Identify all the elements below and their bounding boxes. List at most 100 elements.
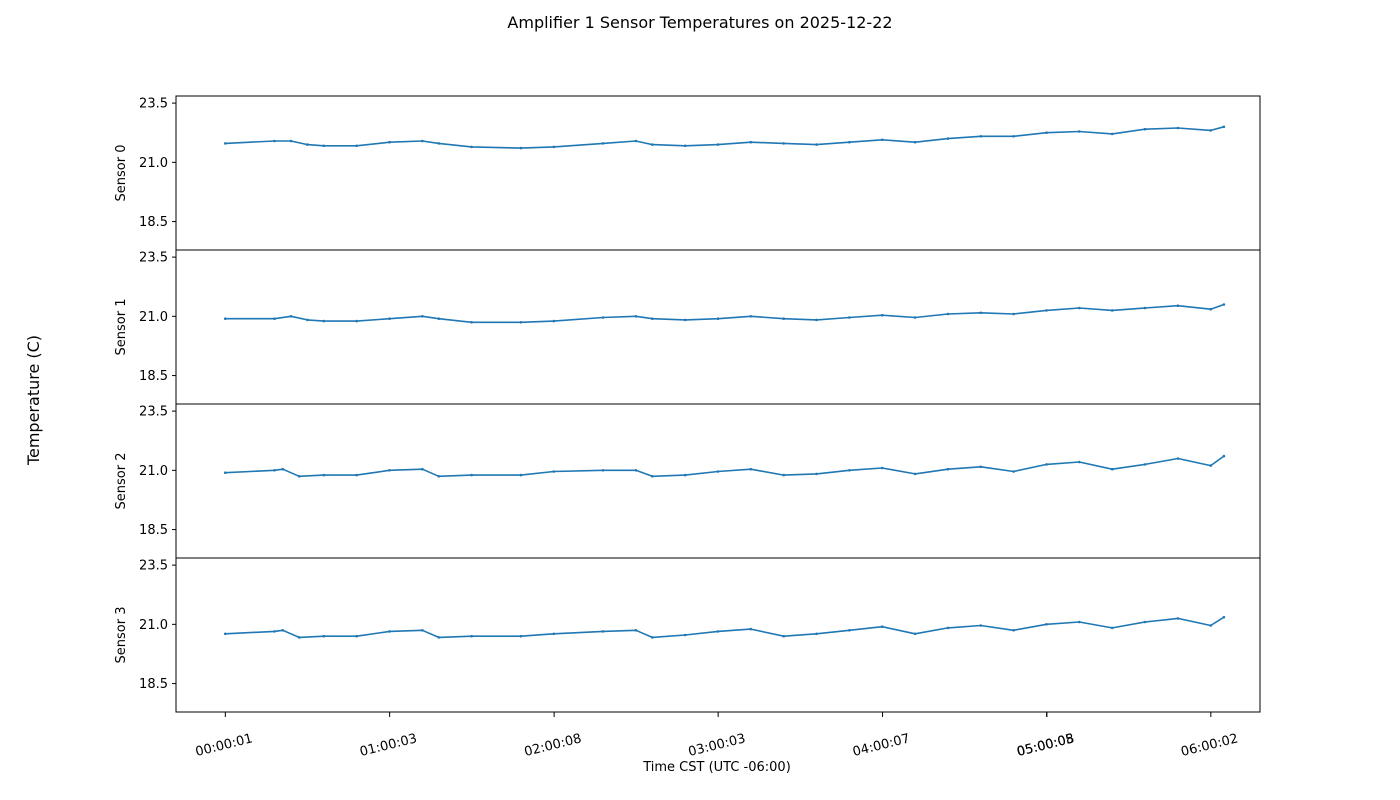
y-axis-label: Temperature (C) [24, 335, 43, 466]
data-point-sensor-1 [306, 318, 309, 322]
data-point-sensor-1 [519, 321, 523, 324]
data-point-sensor-3 [716, 630, 720, 633]
panel-sensor-3: Sensor 3 18.5 21.0 23.5 [114, 557, 1261, 713]
data-point-sensor-0 [273, 139, 276, 143]
data-point-sensor-0 [634, 139, 638, 143]
data-point-sensor-1 [388, 317, 391, 321]
data-point-sensor-3 [880, 625, 884, 628]
series-line-sensor-2 [224, 455, 1225, 478]
data-point-sensor-1 [749, 315, 753, 318]
data-point-sensor-2 [683, 473, 687, 477]
data-point-sensor-3 [634, 629, 638, 632]
data-point-sensor-0 [782, 142, 785, 145]
chart-title: Amplifier 1 Sensor Temperatures on 2025-… [507, 13, 892, 32]
data-point-sensor-3 [421, 629, 424, 632]
data-point-sensor-3 [815, 632, 818, 636]
data-point-sensor-3 [297, 636, 301, 639]
data-point-sensor-0 [1209, 129, 1212, 132]
data-point-sensor-0 [437, 142, 441, 145]
data-point-sensor-3 [1012, 629, 1015, 632]
panel-sensor-1: Sensor 1 18.5 21.0 23.5 [114, 249, 1261, 405]
data-point-sensor-1 [224, 317, 227, 321]
data-point-sensor-3 [519, 634, 523, 638]
data-point-sensor-0 [1176, 126, 1180, 130]
data-point-sensor-2 [421, 467, 424, 471]
x-tick-label: 02:00:08 [523, 731, 583, 760]
y-tick-label: 21.0 [139, 618, 168, 633]
panel-label-sensor-1: Sensor 1 [114, 299, 129, 356]
series-line-sensor-0 [224, 126, 1225, 149]
data-point-sensor-3 [322, 634, 326, 638]
data-point-sensor-1 [1110, 309, 1114, 312]
panel-frame [175, 95, 1261, 251]
data-point-sensor-2 [1176, 457, 1180, 460]
data-point-sensor-2 [634, 469, 638, 472]
data-point-sensor-3 [437, 636, 441, 639]
data-point-sensor-0 [519, 146, 523, 150]
data-point-sensor-3 [946, 626, 950, 630]
data-point-sensor-3 [782, 634, 785, 638]
data-point-sensor-0 [552, 145, 556, 149]
panel-label-sensor-3: Sensor 3 [114, 607, 129, 664]
data-point-sensor-0 [946, 137, 950, 140]
panel-sensor-0: Sensor 0 18.5 21.0 23.5 [114, 95, 1261, 251]
data-point-sensor-2 [749, 467, 753, 471]
data-point-sensor-1 [880, 313, 884, 317]
data-point-sensor-0 [224, 142, 227, 145]
data-point-sensor-1 [1176, 304, 1180, 308]
data-point-sensor-2 [1078, 460, 1081, 464]
x-tick-label: 06:00:02 [1180, 731, 1240, 760]
data-point-sensor-2 [273, 469, 276, 472]
data-point-sensor-0 [979, 135, 983, 138]
data-point-sensor-2 [281, 467, 285, 471]
data-point-sensor-3 [224, 632, 227, 636]
data-point-sensor-1 [782, 317, 785, 321]
x-tick-label: 04:00:07 [851, 731, 911, 760]
data-point-sensor-1 [651, 317, 654, 321]
data-point-sensor-2 [716, 470, 720, 473]
data-point-sensor-3 [913, 632, 917, 636]
panel-frame [175, 249, 1261, 405]
y-tick-label: 23.5 [139, 251, 168, 266]
data-point-sensor-1 [552, 319, 556, 323]
x-tick-label: 03:00:03 [687, 731, 747, 760]
data-point-sensor-0 [815, 143, 818, 146]
data-point-sensor-1 [716, 317, 720, 321]
data-point-sensor-0 [421, 139, 424, 143]
data-point-sensor-3 [979, 624, 983, 627]
data-point-sensor-0 [322, 144, 326, 148]
data-point-sensor-3 [1176, 617, 1180, 620]
data-point-sensor-2 [297, 475, 301, 478]
data-point-sensor-3 [848, 629, 851, 632]
y-tick-label: 21.0 [139, 310, 168, 325]
data-point-sensor-2 [322, 473, 326, 477]
data-point-sensor-3 [281, 629, 285, 632]
data-point-sensor-0 [306, 143, 309, 146]
data-point-sensor-2 [880, 466, 884, 470]
data-point-sensor-1 [1078, 306, 1081, 310]
data-point-sensor-0 [848, 140, 851, 144]
y-tick-label: 23.5 [139, 559, 168, 574]
data-point-sensor-2 [388, 469, 391, 472]
data-point-sensor-0 [716, 143, 720, 146]
x-tick-label: 01:00:03 [358, 731, 418, 760]
data-point-sensor-2 [355, 473, 359, 477]
data-point-sensor-3 [749, 627, 753, 631]
data-point-sensor-1 [470, 321, 473, 324]
data-point-sensor-0 [1110, 132, 1114, 136]
x-tick-label: 05:00:08 [1016, 731, 1076, 760]
y-tick-label: 21.0 [139, 464, 168, 479]
data-point-sensor-1 [815, 318, 818, 322]
data-point-sensor-1 [289, 315, 293, 318]
data-point-sensor-3 [1222, 615, 1226, 619]
data-point-sensor-2 [519, 473, 523, 477]
y-tick-label: 23.5 [139, 405, 168, 420]
panel-sensor-2: Sensor 2 18.5 21.0 23.5 [114, 403, 1261, 559]
data-point-sensor-1 [683, 318, 687, 322]
data-point-sensor-3 [651, 636, 654, 639]
data-point-sensor-2 [782, 473, 785, 477]
data-point-sensor-3 [683, 633, 687, 637]
data-point-sensor-1 [273, 317, 276, 321]
series-line-sensor-1 [224, 303, 1225, 324]
y-tick-label: 18.5 [139, 523, 168, 538]
